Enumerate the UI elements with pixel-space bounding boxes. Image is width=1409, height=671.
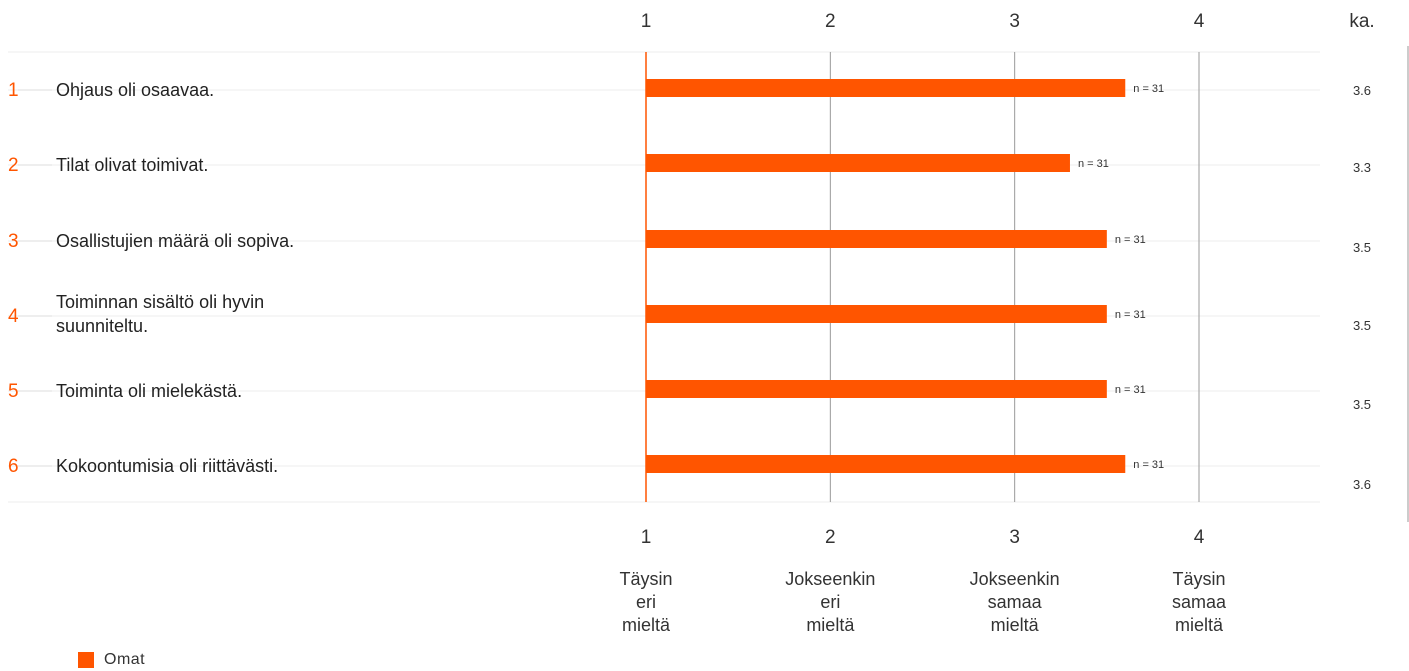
bar [646, 154, 1070, 172]
avg-value: 3.5 [1353, 397, 1371, 412]
row-label: Tilat olivat toimivat. [56, 155, 208, 175]
bar [646, 79, 1126, 97]
x-tick-label-top: 4 [1194, 11, 1205, 32]
row-label: Toiminta oli mielekästä. [56, 381, 242, 401]
legend-label: Omat [104, 651, 146, 668]
legend-swatch [78, 652, 94, 668]
n-label: n = 31 [1115, 309, 1146, 321]
scale-label: eri [820, 592, 840, 612]
bar [646, 305, 1107, 323]
x-tick-label-bottom: 3 [1009, 527, 1020, 548]
n-label: n = 31 [1133, 83, 1164, 95]
bar [646, 230, 1107, 248]
legend: Omat [78, 651, 145, 669]
scale-label: mieltä [991, 615, 1040, 635]
row-number: 6 [8, 456, 19, 477]
row-number: 5 [8, 381, 19, 402]
chart-ticks: 1 1 Täysin eri mieltä 2 2 Jokseenkin eri mieltä 3 3… [619, 11, 1374, 635]
x-tick-label-bottom: 1 [641, 527, 652, 548]
row-label: Osallistujien määrä oli sopiva. [56, 231, 294, 251]
bar [646, 455, 1126, 473]
scale-label: mieltä [1175, 615, 1224, 635]
scale-label: samaa [1172, 592, 1227, 612]
row-number: 4 [8, 306, 19, 327]
scale-label: Täysin [1172, 569, 1225, 589]
row-label: Toiminnan sisältö oli hyvin [56, 292, 264, 312]
avg-value: 3.3 [1353, 160, 1371, 175]
chart-rows: 1 Ohjaus oli osaavaa. n = 31 2 Tilat olivat … [8, 79, 1164, 477]
avg-header: ka. [1349, 11, 1374, 32]
scale-label: mieltä [622, 615, 671, 635]
bar [646, 380, 1107, 398]
x-tick-label-bottom: 2 [825, 527, 836, 548]
row-number: 2 [8, 155, 19, 176]
scale-label: Jokseenkin [970, 569, 1060, 589]
row-label: Kokoontumisia oli riittävästi. [56, 456, 278, 476]
n-label: n = 31 [1115, 234, 1146, 246]
avg-value: 3.6 [1353, 83, 1371, 98]
n-label: n = 31 [1133, 459, 1164, 471]
x-tick-label-top: 1 [641, 11, 652, 32]
avg-value: 3.6 [1353, 477, 1371, 492]
x-tick-label-top: 2 [825, 11, 836, 32]
x-tick-label-bottom: 4 [1194, 527, 1205, 548]
scale-label: Täysin [619, 569, 672, 589]
scale-label: eri [636, 592, 656, 612]
avg-value: 3.5 [1353, 318, 1371, 333]
scale-label: samaa [988, 592, 1043, 612]
row-label: Ohjaus oli osaavaa. [56, 80, 214, 100]
chart-grid [8, 46, 1409, 522]
row-number: 1 [8, 80, 19, 101]
n-label: n = 31 [1078, 158, 1109, 170]
avg-value: 3.5 [1353, 240, 1371, 255]
x-tick-label-top: 3 [1009, 11, 1020, 32]
scale-label: Jokseenkin [785, 569, 875, 589]
n-label: n = 31 [1115, 384, 1146, 396]
row-label: suunniteltu. [56, 316, 148, 336]
average-column: 3.6 3.3 3.5 3.5 3.5 3.6 [1353, 83, 1371, 492]
scale-label: mieltä [806, 615, 855, 635]
row-number: 3 [8, 231, 19, 252]
